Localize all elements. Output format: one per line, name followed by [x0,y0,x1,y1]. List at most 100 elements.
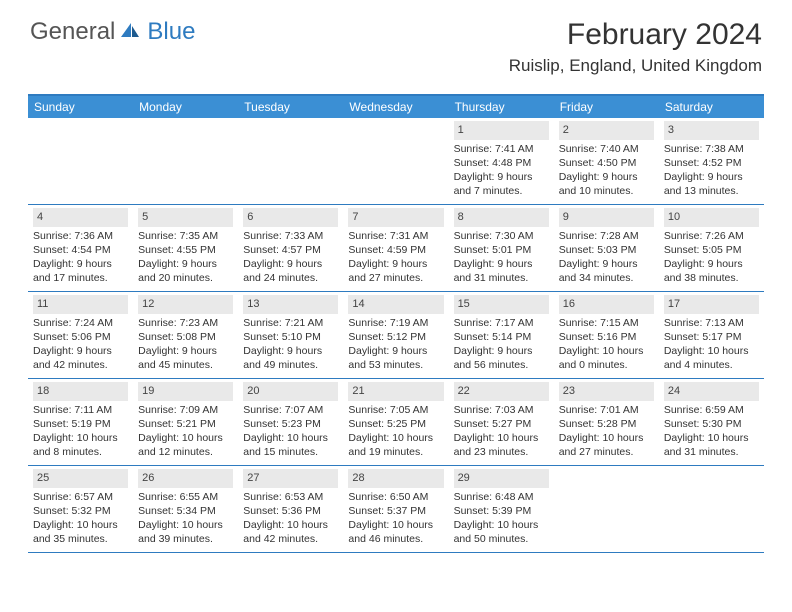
cell-text: Sunrise: 7:40 AM [559,142,654,156]
cell-text: Daylight: 10 hours [138,431,233,445]
cell-text: Sunrise: 7:13 AM [664,316,759,330]
cell-text: and 0 minutes. [559,358,654,372]
day-number: 16 [559,295,654,314]
cell-text: and 13 minutes. [664,184,759,198]
cell-text: Sunset: 4:54 PM [33,243,128,257]
cell-text: Sunrise: 7:24 AM [33,316,128,330]
day-header-cell: Sunday [28,96,133,118]
cell-text: Sunrise: 6:48 AM [454,490,549,504]
cell-text: Daylight: 9 hours [348,257,443,271]
cell-text: Daylight: 10 hours [138,518,233,532]
cell-text: Sunrise: 7:33 AM [243,229,338,243]
cell-text: Sunrise: 7:11 AM [33,403,128,417]
cell-text: Sunrise: 7:26 AM [664,229,759,243]
cell-text: Sunset: 5:36 PM [243,504,338,518]
calendar-cell: 14Sunrise: 7:19 AMSunset: 5:12 PMDayligh… [343,292,448,378]
cell-text: Daylight: 9 hours [138,257,233,271]
cell-text: and 27 minutes. [559,445,654,459]
cell-text: and 24 minutes. [243,271,338,285]
day-number: 11 [33,295,128,314]
cell-text: Sunrise: 6:55 AM [138,490,233,504]
cell-text: Sunset: 5:10 PM [243,330,338,344]
cell-text: Sunrise: 7:01 AM [559,403,654,417]
cell-text: Sunset: 5:14 PM [454,330,549,344]
day-number: 17 [664,295,759,314]
day-number: 12 [138,295,233,314]
calendar: SundayMondayTuesdayWednesdayThursdayFrid… [28,94,764,553]
cell-text: Daylight: 9 hours [138,344,233,358]
cell-text: Sunset: 5:16 PM [559,330,654,344]
cell-text: Daylight: 10 hours [664,344,759,358]
calendar-cell: 22Sunrise: 7:03 AMSunset: 5:27 PMDayligh… [449,379,554,465]
cell-text: and 46 minutes. [348,532,443,546]
cell-text: Sunrise: 7:31 AM [348,229,443,243]
calendar-cell [28,118,133,204]
calendar-cell: 25Sunrise: 6:57 AMSunset: 5:32 PMDayligh… [28,466,133,552]
title-block: February 2024 Ruislip, England, United K… [509,18,762,76]
calendar-cell: 29Sunrise: 6:48 AMSunset: 5:39 PMDayligh… [449,466,554,552]
cell-text: and 8 minutes. [33,445,128,459]
cell-text: Daylight: 9 hours [33,344,128,358]
cell-text: Sunrise: 7:35 AM [138,229,233,243]
cell-text: Sunrise: 7:28 AM [559,229,654,243]
day-number: 27 [243,469,338,488]
cell-text: and 50 minutes. [454,532,549,546]
calendar-cell: 27Sunrise: 6:53 AMSunset: 5:36 PMDayligh… [238,466,343,552]
cell-text: and 27 minutes. [348,271,443,285]
day-number: 9 [559,208,654,227]
calendar-cell: 9Sunrise: 7:28 AMSunset: 5:03 PMDaylight… [554,205,659,291]
cell-text: Sunrise: 7:17 AM [454,316,549,330]
cell-text: Sunset: 5:32 PM [33,504,128,518]
cell-text: Sunset: 5:12 PM [348,330,443,344]
cell-text: and 23 minutes. [454,445,549,459]
cell-text: Sunset: 4:48 PM [454,156,549,170]
cell-text: and 20 minutes. [138,271,233,285]
day-number: 22 [454,382,549,401]
day-header-cell: Monday [133,96,238,118]
cell-text: Sunset: 4:59 PM [348,243,443,257]
day-header-cell: Tuesday [238,96,343,118]
cell-text: Daylight: 9 hours [243,344,338,358]
day-number: 28 [348,469,443,488]
week-row: 25Sunrise: 6:57 AMSunset: 5:32 PMDayligh… [28,466,764,553]
day-header-cell: Friday [554,96,659,118]
calendar-cell: 5Sunrise: 7:35 AMSunset: 4:55 PMDaylight… [133,205,238,291]
cell-text: Sunrise: 7:36 AM [33,229,128,243]
calendar-cell: 26Sunrise: 6:55 AMSunset: 5:34 PMDayligh… [133,466,238,552]
day-number: 2 [559,121,654,140]
cell-text: Sunset: 5:37 PM [348,504,443,518]
cell-text: Sunrise: 7:05 AM [348,403,443,417]
cell-text: and 4 minutes. [664,358,759,372]
calendar-cell: 28Sunrise: 6:50 AMSunset: 5:37 PMDayligh… [343,466,448,552]
cell-text: and 42 minutes. [33,358,128,372]
cell-text: Daylight: 9 hours [454,170,549,184]
calendar-cell: 8Sunrise: 7:30 AMSunset: 5:01 PMDaylight… [449,205,554,291]
day-number: 29 [454,469,549,488]
cell-text: Sunset: 4:57 PM [243,243,338,257]
calendar-cell: 7Sunrise: 7:31 AMSunset: 4:59 PMDaylight… [343,205,448,291]
calendar-cell: 13Sunrise: 7:21 AMSunset: 5:10 PMDayligh… [238,292,343,378]
cell-text: and 31 minutes. [454,271,549,285]
cell-text: Daylight: 10 hours [348,431,443,445]
cell-text: Sunset: 4:50 PM [559,156,654,170]
day-header-row: SundayMondayTuesdayWednesdayThursdayFrid… [28,96,764,118]
cell-text: Sunset: 5:05 PM [664,243,759,257]
cell-text: Sunset: 5:19 PM [33,417,128,431]
day-number: 15 [454,295,549,314]
cell-text: Daylight: 9 hours [348,344,443,358]
cell-text: Sunset: 5:34 PM [138,504,233,518]
week-row: 11Sunrise: 7:24 AMSunset: 5:06 PMDayligh… [28,292,764,379]
cell-text: Daylight: 10 hours [454,518,549,532]
day-number: 13 [243,295,338,314]
cell-text: Daylight: 10 hours [454,431,549,445]
cell-text: and 39 minutes. [138,532,233,546]
calendar-cell: 21Sunrise: 7:05 AMSunset: 5:25 PMDayligh… [343,379,448,465]
cell-text: and 7 minutes. [454,184,549,198]
calendar-cell: 11Sunrise: 7:24 AMSunset: 5:06 PMDayligh… [28,292,133,378]
cell-text: Sunrise: 7:23 AM [138,316,233,330]
day-header-cell: Saturday [659,96,764,118]
week-row: 18Sunrise: 7:11 AMSunset: 5:19 PMDayligh… [28,379,764,466]
cell-text: Sunrise: 7:38 AM [664,142,759,156]
logo: General Blue [30,18,195,46]
cell-text: Daylight: 10 hours [33,431,128,445]
